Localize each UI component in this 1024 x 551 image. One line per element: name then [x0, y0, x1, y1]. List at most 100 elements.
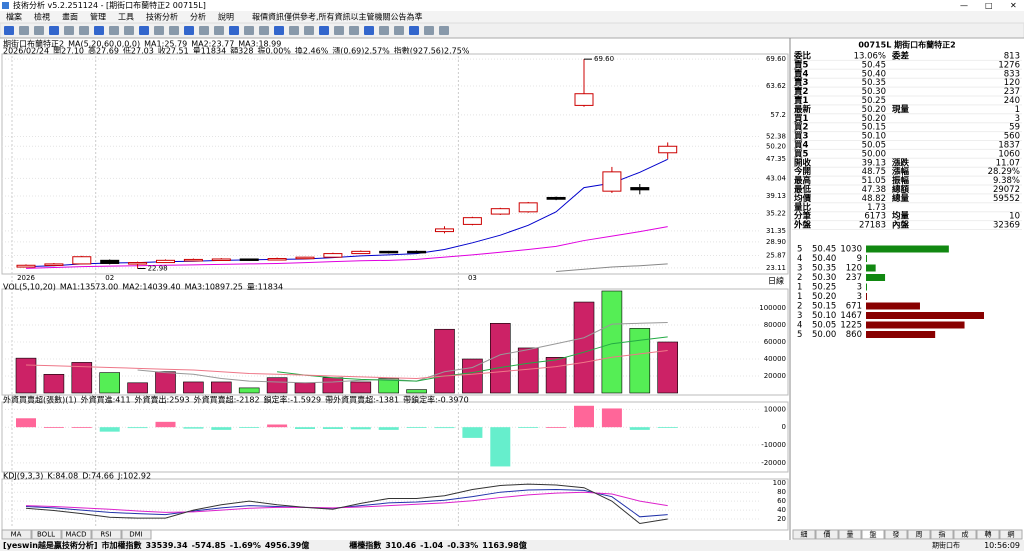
tool-button[interactable] — [109, 26, 119, 35]
indicator-tab[interactable] — [61, 529, 92, 540]
menu-item[interactable]: 管理 — [90, 12, 106, 22]
tool-button[interactable] — [19, 26, 29, 35]
bar — [322, 377, 344, 394]
menu-item[interactable]: 技術分析 — [146, 12, 178, 22]
tool-button[interactable] — [274, 26, 284, 35]
row-value: 813 — [1004, 52, 1020, 62]
quote-tab-label[interactable]: 成 — [962, 530, 969, 539]
indicator-tab-label[interactable]: DMI — [129, 531, 143, 539]
quote-header: 額328 — [230, 46, 253, 56]
bar — [657, 341, 679, 394]
quote-tab[interactable] — [999, 529, 1023, 540]
tool-button[interactable] — [364, 26, 374, 35]
row-value: 59552 — [993, 194, 1020, 204]
tool-button[interactable] — [259, 26, 269, 35]
quote-tab[interactable] — [930, 529, 954, 540]
tool-button[interactable] — [394, 26, 404, 35]
row-value: 1 — [1015, 105, 1020, 115]
indicator-tab[interactable] — [1, 529, 32, 540]
candle-body — [156, 259, 175, 264]
menu-item[interactable]: 說明 — [218, 12, 234, 22]
menu-item[interactable]: 畫面 — [62, 12, 78, 22]
quote-tab-label[interactable]: 指 — [939, 530, 946, 539]
indicator-tab-label[interactable]: RSI — [100, 531, 111, 539]
menu-item[interactable]: 工具 — [118, 13, 134, 22]
panel-frame — [1, 53, 789, 275]
app-icon — [2, 2, 9, 9]
tool-button[interactable] — [424, 26, 434, 35]
quote-tab[interactable] — [792, 529, 816, 540]
y-tick-label: 25.87 — [766, 252, 786, 260]
depth-level: 4 — [797, 254, 802, 264]
candle-body — [574, 93, 594, 106]
row-label: 最新 — [794, 104, 812, 115]
tool-button[interactable] — [34, 26, 44, 35]
tool-button[interactable] — [64, 26, 74, 35]
minimize[interactable]: — — [960, 1, 968, 10]
indicator-tab-label[interactable]: BOLL — [37, 531, 55, 539]
candle-body — [100, 259, 120, 264]
tool-button[interactable] — [79, 26, 89, 35]
maximize[interactable]: □ — [985, 1, 993, 10]
tool-button[interactable] — [244, 26, 254, 35]
quote-tab-label[interactable]: 量 — [847, 531, 854, 539]
quote-tab-label[interactable]: 發 — [893, 530, 900, 539]
menu-item[interactable]: 分析 — [190, 12, 206, 22]
indicator-tab-label[interactable]: MA — [11, 531, 22, 539]
tool-button[interactable] — [154, 26, 164, 35]
tool-button[interactable] — [319, 26, 329, 35]
y-tick-label: 40000 — [764, 355, 786, 363]
tool-button[interactable] — [334, 26, 344, 35]
quote-tab[interactable] — [953, 529, 977, 540]
tool-button[interactable] — [184, 26, 194, 35]
bar — [545, 356, 567, 394]
quote-title: 00715L 期街口布蘭特正2 — [858, 40, 955, 50]
tool-button[interactable] — [124, 26, 134, 35]
quote-tab[interactable] — [815, 529, 839, 540]
bar — [601, 290, 623, 394]
tool-button[interactable] — [229, 26, 239, 35]
panel-header: J:102.92 — [117, 472, 151, 481]
indicator-tab-label[interactable]: MACD — [66, 531, 87, 539]
quote-tab-label[interactable]: 細 — [801, 530, 808, 539]
tool-button[interactable] — [139, 26, 149, 35]
depth-level: 1 — [797, 283, 802, 293]
ma-line — [277, 336, 668, 382]
y-tick-label: 57.2 — [770, 111, 786, 119]
tool-button[interactable] — [439, 26, 449, 35]
tool-button[interactable] — [94, 26, 104, 35]
menu-item[interactable]: 檔案 — [6, 12, 22, 22]
tool-button[interactable] — [409, 26, 419, 35]
quote-tab-label[interactable]: 轉 — [985, 530, 992, 539]
quote-tab-label[interactable]: 價 — [824, 530, 831, 539]
row-label: 總額 — [892, 184, 910, 195]
quote-tab-label[interactable]: 盤 — [870, 530, 877, 539]
quote-tab[interactable] — [861, 529, 885, 540]
quote-tab-label[interactable]: 周 — [916, 531, 923, 539]
indicator-tab[interactable] — [121, 529, 152, 540]
close[interactable]: ✕ — [1010, 1, 1017, 10]
tool-button[interactable] — [49, 26, 59, 35]
bar — [294, 382, 316, 394]
tool-button[interactable] — [4, 26, 14, 35]
tool-button[interactable] — [214, 26, 224, 35]
bar — [183, 427, 204, 429]
tool-button[interactable] — [289, 26, 299, 35]
indicator-tab[interactable] — [91, 529, 122, 540]
quote-tab[interactable] — [838, 529, 862, 540]
quote-tab[interactable] — [976, 529, 1000, 540]
quote-tab[interactable] — [907, 529, 931, 540]
indicator-tab[interactable] — [31, 529, 62, 540]
tool-button[interactable] — [379, 26, 389, 35]
tool-button[interactable] — [199, 26, 209, 35]
tool-button[interactable] — [349, 26, 359, 35]
panel-header: 量:11834 — [247, 283, 283, 292]
menu-item[interactable]: 檢視 — [34, 12, 50, 22]
chart-header: MA(5,20,60,0,0,0) — [68, 40, 140, 49]
ma-line — [556, 263, 668, 273]
tool-button[interactable] — [304, 26, 314, 35]
tool-button[interactable] — [169, 26, 179, 35]
quote-tab-label[interactable]: 網 — [1008, 530, 1015, 539]
quote-tab[interactable] — [884, 529, 908, 540]
